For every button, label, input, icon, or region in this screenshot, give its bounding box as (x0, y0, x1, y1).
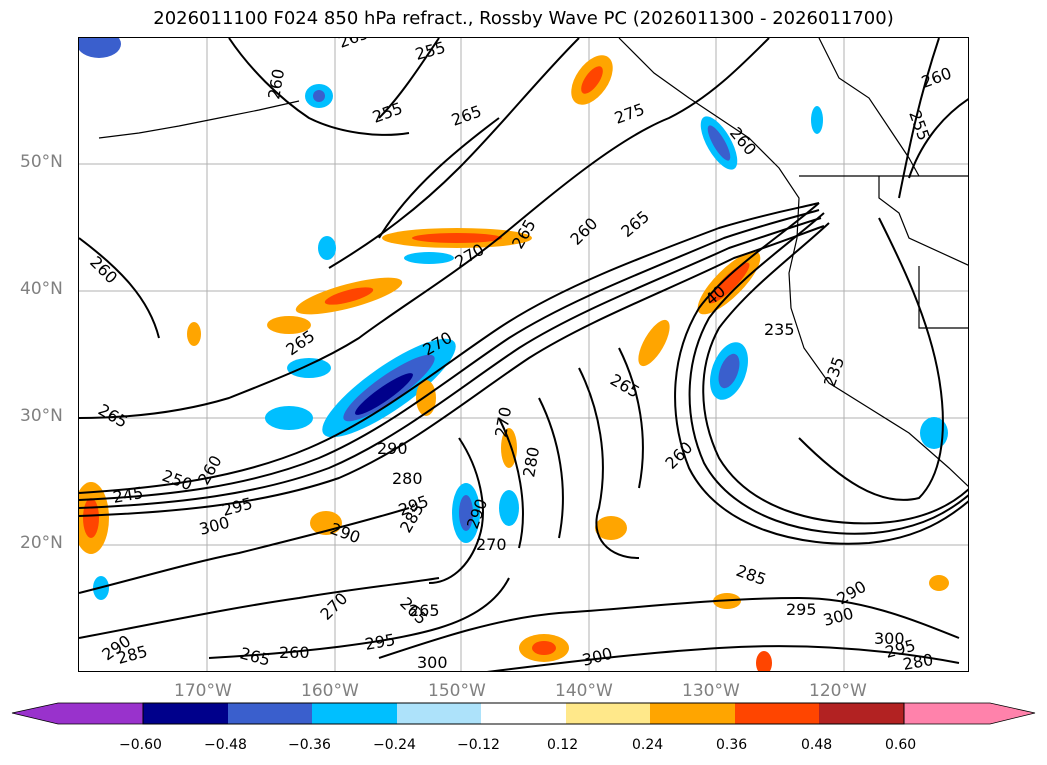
lon-label-130w: 130°W (682, 681, 740, 701)
colorbar-segment (650, 703, 735, 724)
contour-label: 280 (392, 469, 423, 488)
colorbar-segment (819, 703, 904, 724)
colorbar-tick: −0.24 (373, 737, 416, 753)
map-title: 2026011100 F024 850 hPa refract., Rossby… (153, 8, 894, 29)
contour-label: 270 (476, 535, 507, 554)
colorbar-tick: 0.48 (801, 737, 833, 753)
contour-label: 250 (160, 466, 195, 494)
contour-label: 245 (111, 483, 144, 507)
contour-label: 255 (905, 108, 933, 143)
lon-label-150w: 150°W (428, 681, 486, 701)
contour-label: 300 (580, 644, 614, 670)
contour-label: 255 (370, 98, 405, 126)
lat-label-50n: 50°N (20, 152, 63, 172)
lat-label-40n: 40°N (20, 279, 63, 299)
contour-label: 260 (919, 63, 954, 91)
map-canvas: 260 265 255 255 265 275 260 255 260 265 … (79, 38, 968, 672)
colorbar-segment (397, 703, 481, 724)
colorbar-tick: 0.36 (716, 737, 748, 753)
colorbar-segment (143, 703, 228, 724)
contour-label: 300 (821, 604, 855, 630)
lon-label-160w: 160°W (301, 681, 359, 701)
contour-label: 295 (363, 630, 396, 654)
contour-label: 280 (901, 650, 934, 672)
colorbar-segment (566, 703, 650, 724)
lon-label-140w: 140°W (555, 681, 613, 701)
map-panel: 260 265 255 255 265 275 260 255 260 265 … (78, 37, 969, 672)
lat-label-20n: 20°N (20, 533, 63, 553)
contour-label: 265 (508, 216, 540, 252)
contour-label: 265 (95, 400, 131, 432)
contour-label: 295 (220, 494, 254, 520)
contour-label: 265 (449, 101, 484, 129)
contour-label: 285 (734, 561, 769, 589)
contour-label: 265 (238, 644, 272, 670)
colorbar-tick: 0.12 (547, 737, 579, 753)
contour-label: 260 (86, 252, 121, 287)
contour-label: 260 (566, 214, 601, 249)
contour-label: 265 (617, 207, 653, 241)
contour-label: 260 (279, 643, 310, 662)
lon-label-120w: 120°W (809, 681, 867, 701)
colorbar-tick: −0.36 (288, 737, 331, 753)
lon-label-170w: 170°W (174, 681, 232, 701)
colorbar-segment (312, 703, 397, 724)
contour-label: 255 (413, 38, 447, 64)
contour-label: 290 (377, 439, 408, 458)
colorbar-segment (481, 703, 566, 724)
contour-label: 300 (417, 653, 448, 672)
colorbar-segment (228, 703, 312, 724)
colorbar (11, 702, 1036, 725)
colorbar-tick: −0.48 (204, 737, 247, 753)
contour-labels: 260 265 255 255 265 275 260 255 260 265 … (86, 38, 954, 672)
contour-label: 265 (336, 38, 371, 52)
contour-label: 280 (519, 445, 543, 478)
contour-label: 275 (612, 99, 647, 127)
contour-label: 260 (194, 452, 226, 488)
shaded-anomalies (79, 38, 949, 671)
contour-label: 260 (264, 67, 288, 100)
contour-lines (79, 38, 968, 671)
colorbar-tick: −0.12 (457, 737, 500, 753)
colorbar-tick: −0.60 (119, 737, 162, 753)
contour-label: 260 (661, 438, 696, 473)
colorbar-segment (735, 703, 819, 724)
colorbar-tick: 0.24 (632, 737, 664, 753)
colorbar-tick: 0.60 (885, 737, 917, 753)
contour-label: 235 (764, 320, 795, 339)
colorbar-extend-high (903, 702, 1036, 725)
coastlines (98, 38, 968, 487)
colorbar-extend-low (11, 702, 144, 725)
contour-label: 295 (786, 600, 817, 619)
lat-label-30n: 30°N (20, 406, 63, 426)
contour-label: 300 (874, 629, 905, 648)
contour-label: 265 (409, 601, 440, 620)
graticule (79, 38, 968, 671)
colorbar-outline (142, 702, 905, 725)
